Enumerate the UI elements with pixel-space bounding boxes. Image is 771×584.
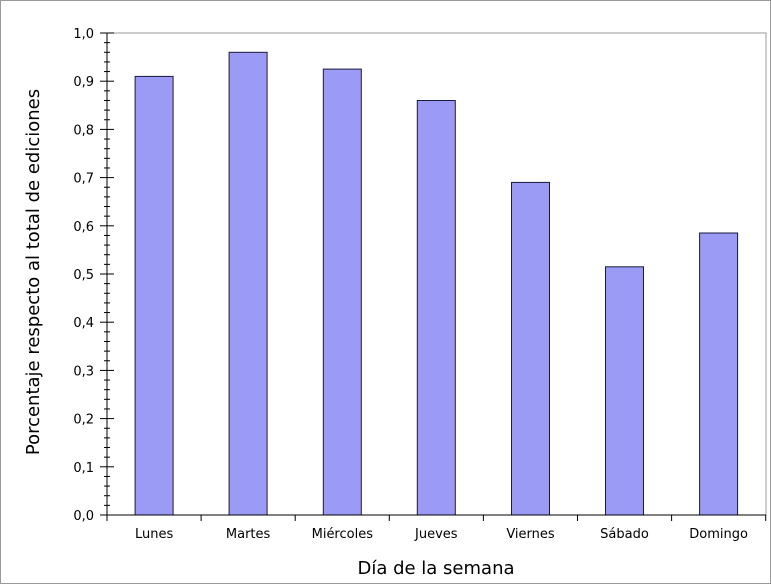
y-tick-labels: 0,0 0,1 0,2 0,3 0,4 0,5 0,6 0,7 0,8 0,9 1,0: [73, 27, 94, 524]
y-tick-label: 0,0: [73, 509, 94, 524]
y-axis-title: Porcentaje respecto al total de edicione…: [23, 89, 44, 455]
y-tick-label: 0,5: [73, 268, 94, 283]
bar-jueves: [416, 100, 456, 516]
x-tick-labels: Lunes Martes Miércoles Jueves Viernes Sábado D…: [135, 527, 748, 542]
x-tick-label: Martes: [226, 527, 271, 542]
bar-lunes: [134, 75, 174, 516]
bar-viernes: [511, 181, 550, 516]
x-axis-title: Día de la semana: [357, 558, 514, 579]
x-tick-label: Sábado: [600, 527, 649, 542]
y-tick-label: 0,3: [73, 364, 94, 379]
x-tick-label: Miércoles: [312, 527, 374, 542]
bar-sábado: [605, 266, 644, 516]
axes-group: [100, 32, 767, 521]
bar-martes: [228, 51, 268, 516]
x-tick-label: Viernes: [506, 527, 555, 542]
y-tick-label: 0,2: [73, 413, 94, 428]
y-tick-label: 0,6: [73, 220, 94, 235]
y-tick-label: 1,0: [73, 27, 94, 42]
y-tick-label: 0,8: [73, 123, 94, 138]
y-tick-label: 0,9: [73, 75, 94, 90]
bar-domingo: [699, 232, 739, 516]
bars-group: [134, 51, 739, 516]
x-tick-label: Jueves: [414, 527, 458, 542]
bar-miércoles: [322, 68, 362, 516]
x-tick-label: Domingo: [689, 527, 748, 542]
y-tick-label: 0,7: [73, 172, 94, 187]
x-tick-label: Lunes: [135, 527, 173, 542]
y-tick-label: 0,1: [73, 461, 94, 476]
y-tick-label: 0,4: [73, 316, 94, 331]
